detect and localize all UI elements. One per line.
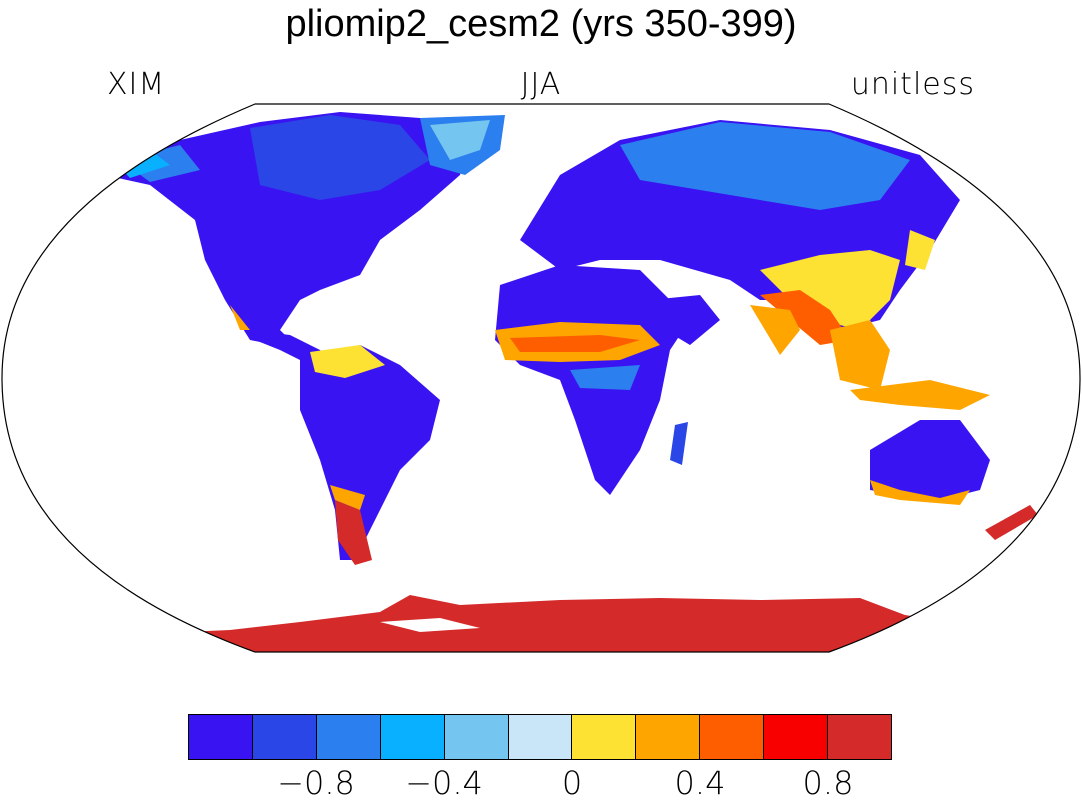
sahel-core bbox=[510, 335, 640, 352]
central-america bbox=[250, 330, 330, 365]
colorbar-box-1 bbox=[252, 715, 317, 759]
japan bbox=[905, 230, 935, 270]
patagonia-edge bbox=[330, 485, 365, 510]
colorbar-box-0 bbox=[189, 715, 253, 759]
alaska-coast bbox=[118, 150, 170, 178]
colorbar-box-3 bbox=[380, 715, 445, 759]
southeast-asia bbox=[830, 320, 890, 390]
units-label: unitless bbox=[850, 67, 975, 102]
colorbar-box-4 bbox=[444, 715, 509, 759]
africa-center bbox=[570, 365, 640, 390]
map-boundary bbox=[1, 103, 1081, 653]
season-label: JJA bbox=[520, 67, 562, 102]
colorbar-box-8 bbox=[700, 715, 765, 759]
new-zealand bbox=[985, 505, 1038, 540]
south-america-north bbox=[310, 345, 385, 378]
north-america-north bbox=[250, 115, 430, 200]
variable-label: XIM bbox=[107, 67, 166, 102]
indonesia bbox=[850, 380, 990, 410]
central-america-coast bbox=[230, 305, 250, 330]
antarctica-landmass bbox=[2, 595, 1080, 652]
antarctica-gap bbox=[380, 618, 480, 632]
australia-south-coast bbox=[870, 480, 970, 505]
colorbar-tick-label: 0 bbox=[561, 764, 583, 802]
east-asia-yellow bbox=[760, 250, 900, 330]
map-title: pliomip2_cesm2 (yrs 350-399) bbox=[285, 3, 797, 45]
colorbar-tick-label: −0.4 bbox=[405, 764, 483, 802]
india bbox=[750, 305, 800, 355]
patagonia bbox=[335, 500, 372, 565]
colorbar-box-7 bbox=[636, 715, 701, 759]
greenland-interior bbox=[430, 120, 490, 160]
colorbar-box-10 bbox=[828, 715, 891, 759]
south-america-landmass bbox=[300, 345, 440, 560]
colorbar-box-6 bbox=[572, 715, 637, 759]
siberia bbox=[620, 122, 910, 210]
colorbar-box-2 bbox=[316, 715, 381, 759]
colorbar bbox=[188, 714, 892, 760]
australia-landmass bbox=[870, 420, 990, 500]
colorbar-tick-label: 0.4 bbox=[674, 764, 726, 802]
colorbar-box-5 bbox=[508, 715, 573, 759]
madagascar bbox=[670, 422, 688, 465]
colorbar-box-9 bbox=[764, 715, 829, 759]
colorbar-tick-label: −0.8 bbox=[277, 764, 355, 802]
colorbar-tick-label: 0.8 bbox=[802, 764, 854, 802]
south-asia-orange bbox=[760, 290, 850, 345]
